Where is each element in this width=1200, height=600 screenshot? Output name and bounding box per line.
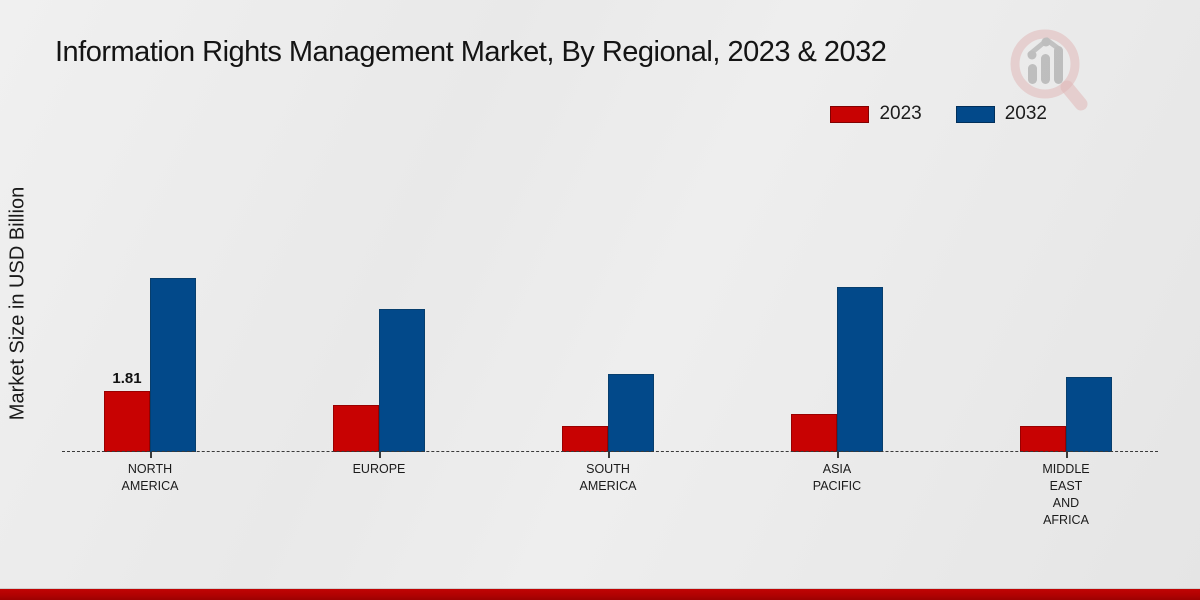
legend: 2023 2032	[830, 103, 1047, 125]
x-category-label-south-america: SOUTH AMERICA	[579, 462, 637, 493]
chart-title: Information Rights Management Market, By…	[55, 36, 887, 68]
x-category-label-europe: EUROPE	[352, 462, 406, 476]
legend-item-2032: 2032	[955, 103, 1047, 125]
bar-2032-asia-pacific	[837, 287, 883, 452]
x-category-label-north-america: NORTH AMERICA	[121, 462, 179, 493]
bar-2023-middle-east-and-africa	[1020, 426, 1066, 452]
x-axis-baseline	[62, 451, 1158, 452]
x-tick-asia-pacific	[837, 452, 839, 458]
legend-swatch-2023	[830, 105, 870, 123]
bar-2023-europe	[333, 405, 379, 452]
x-tick-north-america	[150, 452, 152, 458]
bar-2023-asia-pacific	[791, 414, 837, 452]
legend-item-2023: 2023	[830, 103, 922, 125]
legend-swatch-2032	[955, 105, 995, 123]
legend-label-2023: 2023	[879, 103, 922, 124]
x-category-label-middle-east-and-africa: MIDDLE EAST AND AFRICA	[1042, 462, 1090, 527]
x-category-label-asia-pacific: ASIA PACIFIC	[812, 462, 862, 493]
x-tick-europe	[379, 452, 381, 458]
x-tick-south-america	[608, 452, 610, 458]
footer-stripe	[0, 588, 1200, 600]
bar-2023-north-america	[104, 391, 150, 452]
bar-2032-north-america	[150, 278, 196, 452]
bar-2032-europe	[379, 309, 425, 452]
data-label-2023-north-america: 1.81	[112, 370, 142, 387]
bar-2032-south-america	[608, 374, 654, 452]
x-tick-middle-east-and-africa	[1066, 452, 1068, 458]
bar-2032-middle-east-and-africa	[1066, 377, 1112, 452]
legend-label-2032: 2032	[1004, 103, 1047, 124]
watermark-magnifier-logo	[1010, 29, 1088, 111]
bar-2023-south-america	[562, 426, 608, 452]
